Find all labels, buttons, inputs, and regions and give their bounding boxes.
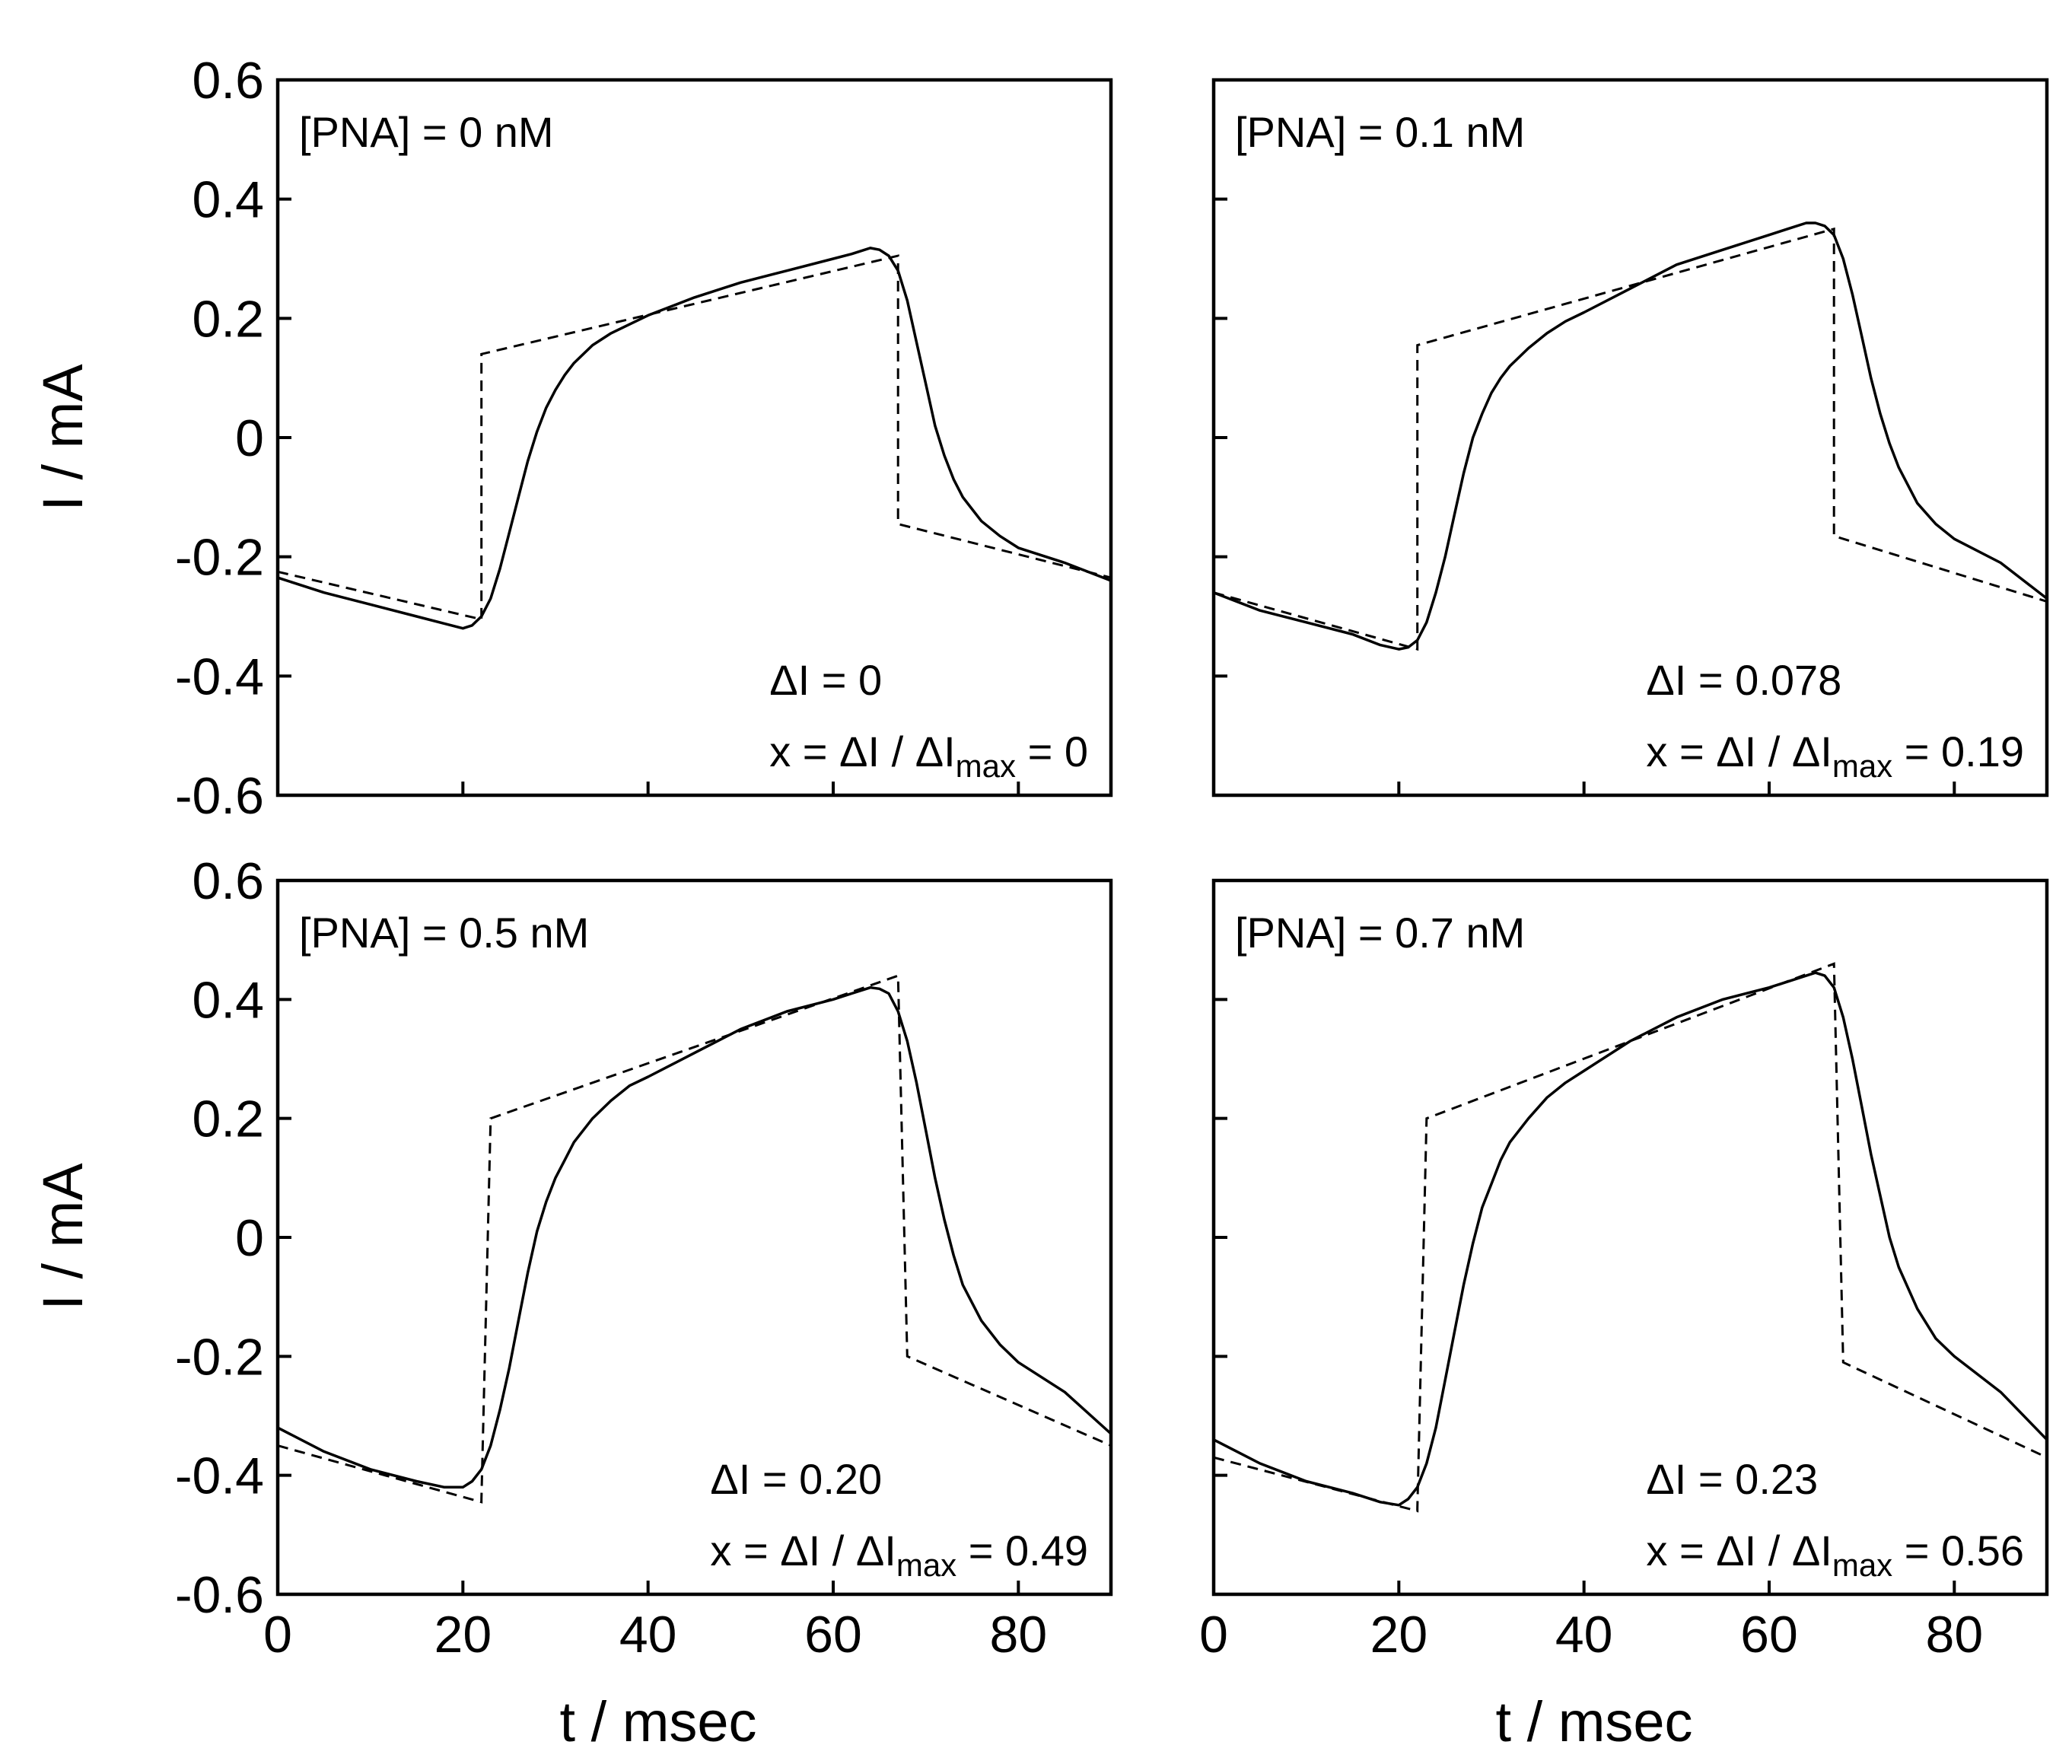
- panel-1: -0.6 -0.4 -0.2 0 0.2 0.4 0.6 [PNA] = 0 nM ΔI = 0…: [175, 52, 1113, 825]
- x-tick-label: 60: [1740, 1606, 1798, 1664]
- panel-4: 0 20 40 60 80 [PNA] = 0.7 nM ΔI = 0.23 x = ΔI /…: [1199, 878, 2049, 1664]
- x-tick-label: 60: [804, 1606, 862, 1664]
- delta-i-label: ΔI = 0.20: [710, 1455, 882, 1503]
- x-tick-label: 40: [1555, 1606, 1613, 1664]
- panel-2: [PNA] = 0.1 nM ΔI = 0.078 x = ΔI / ΔImax =…: [1211, 78, 2049, 798]
- x-axis-title-left: t / msec: [559, 1690, 756, 1753]
- series-fit: [1213, 962, 2048, 1513]
- plot-frame: [275, 878, 1113, 1597]
- delta-i-label: ΔI = 0: [769, 656, 882, 704]
- ratio-label: x = ΔI / ΔImax = 0: [769, 728, 1088, 784]
- x-tick-label: 40: [619, 1606, 677, 1664]
- y-tick-label: -0.4: [175, 1447, 264, 1505]
- y-tick-label: 0.2: [192, 1091, 264, 1148]
- x-tick-label: 80: [1926, 1606, 1984, 1664]
- y-tick-label: 0.6: [192, 852, 264, 910]
- delta-i-label: ΔI = 0.23: [1646, 1455, 1818, 1503]
- series-measured: [1213, 971, 2048, 1507]
- concentration-label: [PNA] = 0 nM: [299, 108, 554, 156]
- panel-3: -0.6 -0.4 -0.2 0 0.2 0.4 0.6 0 20 40 60 80 [PNA] = 0…: [175, 852, 1113, 1664]
- x-tick-label: 0: [1199, 1606, 1228, 1664]
- ratio-label: x = ΔI / ΔImax = 0.56: [1646, 1527, 2024, 1583]
- series-measured: [277, 247, 1112, 630]
- plot-frame: [1211, 78, 2049, 798]
- series-fit: [277, 254, 1112, 621]
- series-fit: [277, 974, 1112, 1504]
- series-fit: [1213, 227, 2048, 651]
- y-tick-label: -0.6: [175, 1566, 264, 1624]
- x-axis-title-right: t / msec: [1495, 1690, 1692, 1753]
- y-tick-label: 0.2: [192, 290, 264, 348]
- y-tick-label: 0: [235, 409, 264, 467]
- y-tick-label: -0.4: [175, 648, 264, 705]
- y-tick-label: 0.6: [192, 52, 264, 110]
- panels: -0.6 -0.4 -0.2 0 0.2 0.4 0.6 [PNA] = 0 nM ΔI = 0…: [175, 52, 2049, 1664]
- y-tick-label: 0: [235, 1209, 264, 1267]
- concentration-label: [PNA] = 0.5 nM: [299, 909, 589, 957]
- x-tick-label: 20: [434, 1606, 492, 1664]
- plot-frame: [275, 78, 1113, 798]
- concentration-label: [PNA] = 0.1 nM: [1235, 108, 1525, 156]
- concentration-label: [PNA] = 0.7 nM: [1235, 909, 1525, 957]
- ratio-label: x = ΔI / ΔImax = 0.19: [1646, 728, 2024, 784]
- y-tick-label: 0.4: [192, 171, 264, 229]
- y-tick-label: 0.4: [192, 971, 264, 1029]
- y-tick-label: -0.6: [175, 767, 264, 825]
- plot-frame: [1211, 878, 2049, 1597]
- y-axis-title-bottom: I / mA: [31, 1163, 94, 1310]
- x-tick-label: 0: [263, 1606, 292, 1664]
- x-tick-label: 80: [990, 1606, 1048, 1664]
- y-tick-label: -0.2: [175, 529, 264, 587]
- y-tick-label: -0.2: [175, 1328, 264, 1386]
- x-tick-label: 20: [1370, 1606, 1428, 1664]
- delta-i-label: ΔI = 0.078: [1646, 656, 1841, 704]
- ratio-label: x = ΔI / ΔImax = 0.49: [710, 1527, 1088, 1583]
- series-measured: [277, 985, 1112, 1489]
- y-axis-title-top: I / mA: [31, 364, 94, 511]
